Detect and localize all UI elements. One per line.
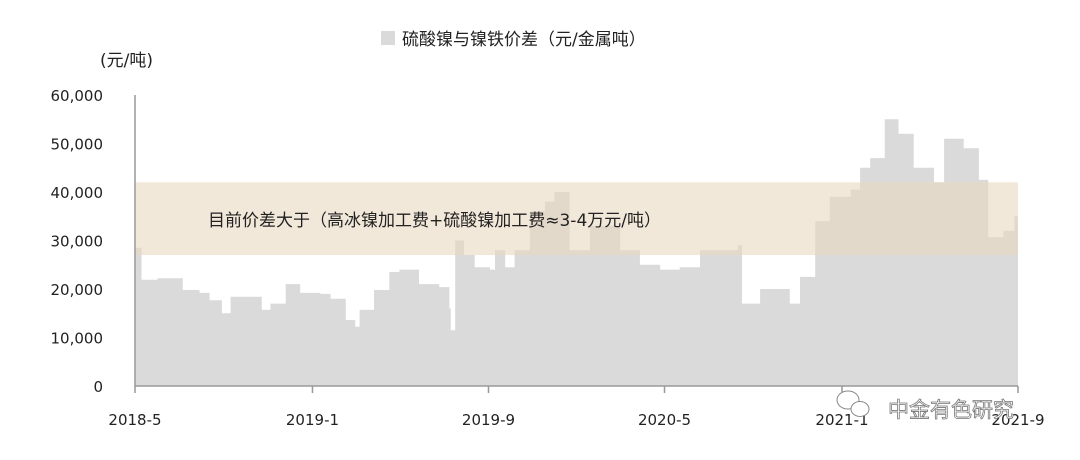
legend-label: 硫酸镍与镍铁价差（元/金属吨）: [402, 30, 646, 50]
y-tick-label: 0: [93, 378, 103, 396]
y-tick-label: 10,000: [51, 330, 104, 348]
x-tick-label: 2021-9: [991, 411, 1044, 429]
x-tick-label: 2019-1: [286, 411, 339, 429]
y-tick-label: 40,000: [51, 184, 104, 202]
y-axis-label: (元/吨): [100, 51, 153, 71]
band-label: 目前价差大于（高冰镍加工费+硫酸镍加工费≈3-4万元/吨）: [208, 211, 661, 231]
y-tick-label: 60,000: [51, 87, 104, 105]
watermark-text: 中金有色研究: [888, 398, 1014, 422]
x-tick-label: 2020-5: [638, 411, 691, 429]
y-tick-label: 20,000: [51, 281, 104, 299]
legend-swatch: [381, 31, 395, 45]
legend: 硫酸镍与镍铁价差（元/金属吨）: [381, 30, 646, 50]
threshold-band: [135, 182, 1018, 256]
y-tick-label: 50,000: [51, 136, 104, 154]
watermark: 中金有色研究: [836, 390, 1014, 422]
wechat-icon: [836, 390, 870, 417]
x-tick-label: 2019-9: [462, 411, 515, 429]
x-tick-label: 2018-5: [108, 411, 161, 429]
y-axis: 0 10,000 20,000 30,000 40,000 50,000 60,000: [51, 87, 136, 396]
y-tick-label: 30,000: [51, 233, 104, 251]
